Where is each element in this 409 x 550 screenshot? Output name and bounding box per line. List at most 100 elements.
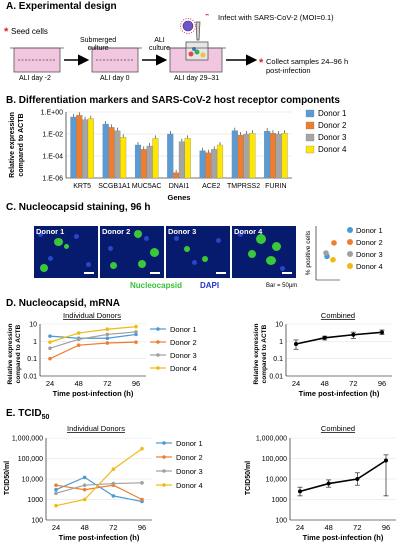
- day-label-3: ALI day 29–31: [174, 75, 220, 82]
- data-point: [294, 342, 298, 347]
- x-tick-label: 24: [296, 523, 304, 532]
- culture-well-1: [10, 47, 64, 73]
- nucleocapsid-stain-label: Nucleocapsid: [130, 281, 183, 290]
- legend-marker-donor-1: [162, 441, 166, 445]
- y-tick-label: 0.01: [23, 374, 37, 381]
- legend-label-donor-1: Donor 1: [176, 439, 203, 448]
- series-line-combined: [295, 331, 383, 345]
- bar-tmprss2-donor-3: [243, 133, 250, 179]
- legend-label-donor-1: Donor 1: [356, 226, 383, 235]
- y-axis-label-line-1: Relative expression: [253, 323, 260, 384]
- x-tick-label: 96: [132, 379, 140, 388]
- legend-label-donor-2: Donor 2: [356, 238, 383, 247]
- point-donor-2: [331, 240, 337, 246]
- bar-ace2-donor-3: [211, 149, 218, 179]
- bar-muc5ac-donor-1: [134, 144, 142, 179]
- legend-label-donor-4: Donor 4: [170, 364, 197, 373]
- data-point: [48, 340, 52, 344]
- data-point: [134, 340, 138, 344]
- data-point: [82, 475, 87, 480]
- y-axis-label: TCID50/ml: [245, 461, 252, 495]
- y-axis-label: % positive cells: [305, 230, 312, 275]
- data-point: [48, 356, 52, 361]
- legend-label-donor-4: Donor 4: [356, 262, 383, 271]
- legend-marker-donor-3: [347, 251, 353, 257]
- y-tick-label: 1: [33, 339, 37, 346]
- legend-marker-donor-3: [162, 469, 166, 473]
- legend-swatch-donor-3: [305, 133, 315, 142]
- x-tick-label: 48: [320, 379, 328, 388]
- y-tick-label: 1000: [27, 497, 43, 504]
- culture-well-2: [88, 47, 142, 73]
- data-point: [111, 481, 116, 486]
- bar-scgb1a1-donor-4: [120, 137, 127, 179]
- x-tick-label: ACE2: [202, 183, 220, 190]
- bar-dnai1-donor-4: [184, 138, 191, 179]
- x-tick-label: FURIN: [265, 183, 286, 190]
- x-tick-label: 24: [52, 523, 60, 532]
- seed-cells-label: Seed cells: [11, 27, 48, 36]
- bar-ace2-donor-1: [199, 150, 206, 179]
- legend-swatch-donor-2: [305, 121, 315, 130]
- data-point: [82, 483, 87, 487]
- data-point: [48, 346, 52, 351]
- bar-furin-donor-2: [269, 132, 277, 179]
- y-tick-label: 100: [275, 518, 287, 525]
- day-label-2: ALI day 0: [100, 75, 130, 82]
- bar-scgb1a1-donor-3: [114, 130, 121, 179]
- y-tick-label: 10,000: [266, 477, 288, 484]
- bar-muc5ac-donor-2: [140, 149, 147, 179]
- data-point: [105, 336, 110, 341]
- collect-asterisk: *: [259, 57, 264, 69]
- panel-a-diagram: * * *: [4, 14, 264, 73]
- legend-swatch-donor-4: [305, 145, 315, 154]
- data-point: [298, 489, 302, 494]
- data-point: [76, 343, 81, 347]
- data-point: [111, 494, 116, 498]
- legend-marker-donor-1: [347, 227, 353, 233]
- series-line-donor-1: [55, 476, 143, 503]
- x-tick-label: 72: [109, 523, 117, 532]
- y-axis-label-line-2: compared to ACTB: [261, 324, 268, 383]
- bar-muc5ac-donor-3: [146, 145, 153, 179]
- micrograph-donor-3-label: Donor 3: [168, 227, 197, 236]
- micrograph-donor-2-label: Donor 2: [102, 227, 131, 236]
- y-tick-label: 1: [279, 339, 283, 346]
- panel-e-title-main: E. TCID: [6, 408, 42, 419]
- individual-donors-heading: Individual Donors: [63, 311, 121, 320]
- panel-e-title: E. TCID50: [6, 408, 49, 421]
- data-point: [82, 487, 87, 492]
- culture-well-3: [166, 41, 226, 73]
- x-axis-label: Time post-infection (h): [303, 533, 384, 542]
- panel-a-title: A. Experimental design: [6, 1, 117, 12]
- panel-d-title: D. Nucleocapsid, mRNA: [6, 298, 120, 309]
- data-point: [76, 337, 81, 342]
- y-tick-label: 0.01: [269, 374, 283, 381]
- x-tick-label: 96: [382, 523, 390, 532]
- x-tick-label: 72: [103, 379, 111, 388]
- y-tick-label: 10,000: [22, 477, 44, 484]
- virus-icon: [180, 18, 196, 34]
- y-tick-label: 1,000,000: [12, 436, 43, 443]
- y-axis-label-line-2: compared to ACTB: [15, 324, 22, 383]
- panel-b-bar-chart: 1.E+00 1.E-02 1.E-04 1.E-06 Relative express…: [9, 109, 347, 202]
- data-point: [48, 334, 52, 338]
- collect-label-1: Collect samples 24–96 h: [266, 57, 349, 66]
- seed-asterisk: *: [4, 26, 9, 38]
- x-tick-label: DNAI1: [169, 183, 190, 190]
- y-tick-label: 0.1: [27, 356, 37, 363]
- legend-marker-donor-3: [156, 353, 160, 357]
- series-line-donor-2: [55, 484, 143, 501]
- legend-label-donor-2: Donor 2: [318, 121, 347, 130]
- data-point: [134, 324, 138, 329]
- infect-asterisk: *: [205, 14, 210, 22]
- dapi-stain-label: DAPI: [200, 281, 220, 290]
- y-axis-label-line-1: Relative expression: [9, 112, 16, 178]
- y-tick-label: 100,000: [18, 456, 43, 463]
- y-axis-label-line-2: compared to ACTB: [18, 113, 25, 176]
- bar-tmprss2-donor-2: [237, 134, 244, 179]
- data-point: [140, 497, 144, 502]
- bar-krt5-donor-4: [87, 118, 94, 179]
- panel-e-title-sub: 50: [41, 414, 50, 421]
- ali-culture-label-2: culture: [149, 45, 171, 52]
